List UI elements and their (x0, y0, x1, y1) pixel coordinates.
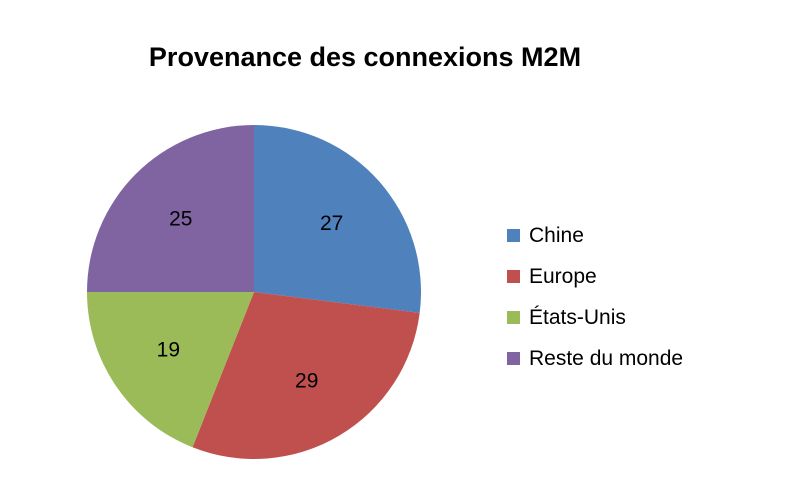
legend-swatch-europe (507, 270, 520, 283)
legend-label-etats-unis: États-Unis (529, 305, 626, 329)
legend-item-etats-unis: États-Unis (507, 297, 683, 338)
legend: Chine Europe États-Unis Reste du monde (507, 215, 683, 379)
legend-label-chine: Chine (529, 223, 584, 247)
data-label-europe: 29 (295, 370, 318, 393)
data-label-chine: 27 (320, 212, 343, 235)
data-label-etats-unis: 19 (157, 339, 180, 362)
legend-swatch-reste-du-monde (507, 352, 520, 365)
data-label-reste-du-monde: 25 (169, 207, 192, 230)
pie-slice-reste-du-monde (87, 125, 254, 292)
pie-slice-etats-unis (87, 292, 254, 448)
legend-label-europe: Europe (529, 264, 597, 288)
pie-slice-europe (192, 292, 420, 460)
chart-title: Provenance des connexions M2M (148, 42, 582, 72)
legend-item-europe: Europe (507, 256, 683, 297)
legend-label-reste-du-monde: Reste du monde (529, 346, 684, 370)
legend-swatch-chine (507, 229, 520, 242)
legend-item-chine: Chine (507, 215, 683, 256)
pie-slice-chine (254, 125, 421, 313)
legend-item-reste-du-monde: Reste du monde (507, 338, 683, 379)
legend-swatch-etats-unis (507, 311, 520, 324)
